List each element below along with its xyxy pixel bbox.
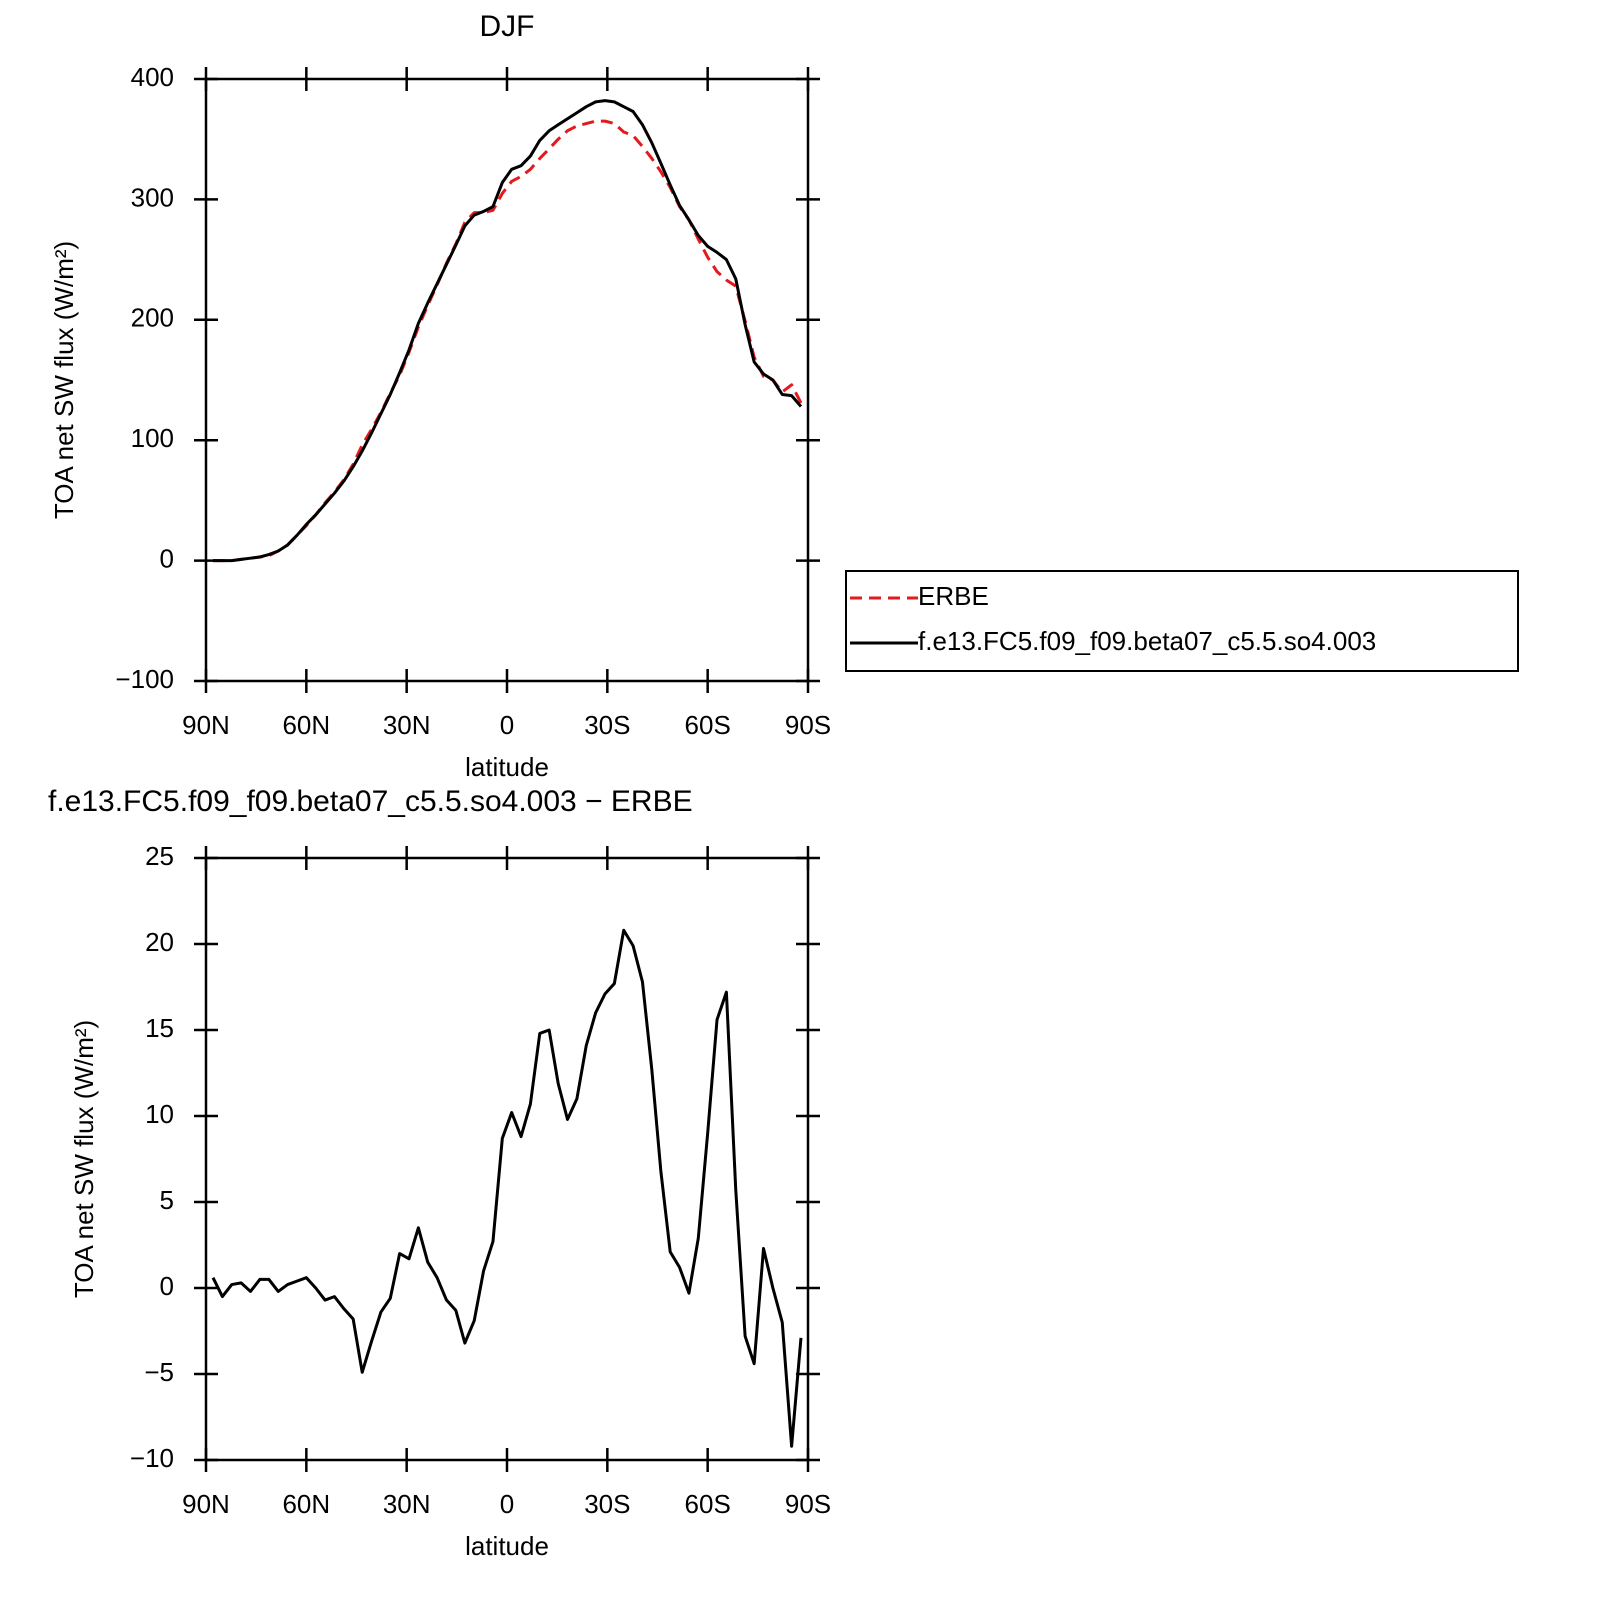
y-tick-label: 0: [160, 1271, 174, 1301]
y-tick-label: 10: [145, 1099, 174, 1129]
x-tick-label: 0: [500, 1489, 514, 1519]
y-tick-label: 0: [160, 543, 174, 573]
chart-title: f.e13.FC5.f09_f09.beta07_c5.5.so4.003 − …: [48, 785, 693, 818]
x-tick-label: 30N: [383, 710, 431, 740]
y-tick-label: 20: [145, 927, 174, 957]
x-tick-label: 90S: [785, 1489, 831, 1519]
data-line: [211, 928, 803, 1448]
x-tick-label: 60N: [282, 710, 330, 740]
x-tick-label: 90N: [182, 710, 230, 740]
data-line: [213, 99, 803, 563]
x-tick-label: 60S: [685, 1489, 731, 1519]
plot-frame: [204, 77, 810, 683]
legend-box: [845, 570, 1519, 672]
plot-frame: [204, 856, 810, 1462]
y-tick-label: −100: [115, 664, 174, 694]
y-tick-label: 400: [131, 62, 174, 92]
y-tick-label: −5: [144, 1357, 174, 1387]
y-tick-label: 15: [145, 1013, 174, 1043]
x-tick-label: 90N: [182, 1489, 230, 1519]
chart-title: DJF: [480, 10, 535, 43]
x-tick-label: 90S: [785, 710, 831, 740]
y-tick-label: 25: [145, 841, 174, 871]
y-tick-label: 100: [131, 423, 174, 453]
x-tick-label: 60N: [282, 1489, 330, 1519]
y-axis-label: TOA net SW flux (W/m²): [69, 1020, 99, 1298]
y-tick-label: 200: [131, 303, 174, 333]
y-axis-label: TOA net SW flux (W/m²): [49, 241, 79, 519]
data-line: [213, 119, 803, 563]
x-axis-label: latitude: [465, 752, 549, 782]
y-tick-label: 5: [160, 1185, 174, 1215]
x-tick-label: 30N: [383, 1489, 431, 1519]
y-tick-label: 300: [131, 182, 174, 212]
x-tick-label: 60S: [685, 710, 731, 740]
legend-label: ERBE: [918, 581, 989, 611]
x-axis-label: latitude: [465, 1531, 549, 1561]
y-tick-label: −10: [130, 1443, 174, 1473]
x-tick-label: 30S: [584, 710, 630, 740]
legend-label: f.e13.FC5.f09_f09.beta07_c5.5.so4.003: [918, 626, 1376, 656]
x-tick-label: 30S: [584, 1489, 630, 1519]
x-tick-label: 0: [500, 710, 514, 740]
